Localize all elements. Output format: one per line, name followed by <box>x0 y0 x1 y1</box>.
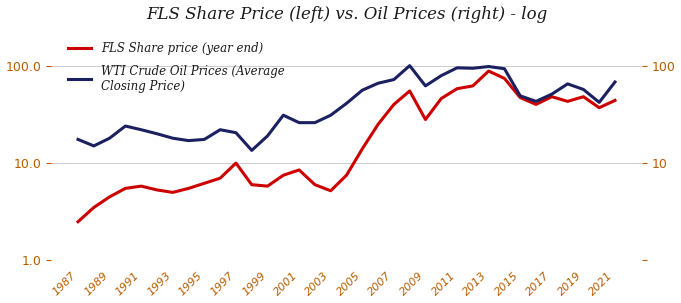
FLS Share price (year end) <box>279 173 287 177</box>
FLS Share price (year end) <box>137 184 145 188</box>
WTI Crude Oil Prices (Average
Closing Price) <box>453 66 461 70</box>
FLS Share price (year end) <box>406 89 414 93</box>
WTI Crude Oil Prices (Average
Closing Price) <box>106 136 114 140</box>
WTI Crude Oil Prices (Average
Closing Price) <box>437 74 445 78</box>
WTI Crude Oil Prices (Average
Closing Price) <box>216 128 224 132</box>
FLS Share price (year end) <box>358 147 366 151</box>
FLS Share price (year end) <box>374 122 382 126</box>
WTI Crude Oil Prices (Average
Closing Price) <box>374 82 382 85</box>
WTI Crude Oil Prices (Average
Closing Price) <box>232 131 240 135</box>
WTI Crude Oil Prices (Average
Closing Price) <box>422 84 430 88</box>
FLS Share price (year end) <box>169 191 177 194</box>
WTI Crude Oil Prices (Average
Closing Price) <box>279 113 287 117</box>
WTI Crude Oil Prices (Average
Closing Price) <box>580 88 588 91</box>
FLS Share price (year end) <box>264 184 272 188</box>
FLS Share price (year end) <box>232 161 240 165</box>
WTI Crude Oil Prices (Average
Closing Price) <box>90 144 98 148</box>
FLS Share price (year end) <box>106 195 114 199</box>
WTI Crude Oil Prices (Average
Closing Price) <box>311 121 319 125</box>
WTI Crude Oil Prices (Average
Closing Price) <box>469 66 477 70</box>
FLS Share price (year end) <box>548 95 556 98</box>
FLS Share price (year end) <box>343 173 351 177</box>
Line: FLS Share price (year end): FLS Share price (year end) <box>78 71 615 222</box>
WTI Crude Oil Prices (Average
Closing Price) <box>200 138 208 141</box>
FLS Share price (year end) <box>200 181 208 185</box>
WTI Crude Oil Prices (Average
Closing Price) <box>343 102 351 105</box>
WTI Crude Oil Prices (Average
Closing Price) <box>532 100 540 103</box>
FLS Share price (year end) <box>248 183 256 187</box>
Title: FLS Share Price (left) vs. Oil Prices (right) - log: FLS Share Price (left) vs. Oil Prices (r… <box>146 5 547 22</box>
WTI Crude Oil Prices (Average
Closing Price) <box>564 82 572 86</box>
WTI Crude Oil Prices (Average
Closing Price) <box>390 78 398 82</box>
FLS Share price (year end) <box>327 189 335 193</box>
FLS Share price (year end) <box>532 103 540 106</box>
FLS Share price (year end) <box>595 106 603 110</box>
WTI Crude Oil Prices (Average
Closing Price) <box>153 132 161 135</box>
FLS Share price (year end) <box>121 187 129 190</box>
FLS Share price (year end) <box>516 96 524 99</box>
WTI Crude Oil Prices (Average
Closing Price) <box>327 113 335 117</box>
FLS Share price (year end) <box>153 188 161 192</box>
WTI Crude Oil Prices (Average
Closing Price) <box>611 80 619 84</box>
WTI Crude Oil Prices (Average
Closing Price) <box>264 134 272 138</box>
FLS Share price (year end) <box>90 206 98 209</box>
Legend: FLS Share price (year end), WTI Crude Oil Prices (Average
Closing Price): FLS Share price (year end), WTI Crude Oi… <box>63 38 289 97</box>
WTI Crude Oil Prices (Average
Closing Price) <box>185 139 193 142</box>
WTI Crude Oil Prices (Average
Closing Price) <box>548 92 556 96</box>
FLS Share price (year end) <box>295 168 303 172</box>
WTI Crude Oil Prices (Average
Closing Price) <box>137 128 145 132</box>
WTI Crude Oil Prices (Average
Closing Price) <box>406 64 414 68</box>
FLS Share price (year end) <box>501 77 509 80</box>
FLS Share price (year end) <box>469 84 477 88</box>
WTI Crude Oil Prices (Average
Closing Price) <box>501 67 509 71</box>
FLS Share price (year end) <box>580 95 588 98</box>
WTI Crude Oil Prices (Average
Closing Price) <box>121 124 129 128</box>
FLS Share price (year end) <box>453 87 461 91</box>
FLS Share price (year end) <box>74 220 82 224</box>
WTI Crude Oil Prices (Average
Closing Price) <box>358 88 366 92</box>
FLS Share price (year end) <box>485 69 493 73</box>
FLS Share price (year end) <box>564 100 572 103</box>
Line: WTI Crude Oil Prices (Average
Closing Price): WTI Crude Oil Prices (Average Closing Pr… <box>78 66 615 150</box>
FLS Share price (year end) <box>311 183 319 187</box>
FLS Share price (year end) <box>422 118 430 121</box>
WTI Crude Oil Prices (Average
Closing Price) <box>169 136 177 140</box>
WTI Crude Oil Prices (Average
Closing Price) <box>248 148 256 152</box>
FLS Share price (year end) <box>185 187 193 190</box>
FLS Share price (year end) <box>437 97 445 100</box>
WTI Crude Oil Prices (Average
Closing Price) <box>295 121 303 125</box>
WTI Crude Oil Prices (Average
Closing Price) <box>74 138 82 141</box>
WTI Crude Oil Prices (Average
Closing Price) <box>595 101 603 104</box>
FLS Share price (year end) <box>390 103 398 106</box>
WTI Crude Oil Prices (Average
Closing Price) <box>516 94 524 98</box>
WTI Crude Oil Prices (Average
Closing Price) <box>485 65 493 68</box>
FLS Share price (year end) <box>216 176 224 180</box>
FLS Share price (year end) <box>611 98 619 102</box>
